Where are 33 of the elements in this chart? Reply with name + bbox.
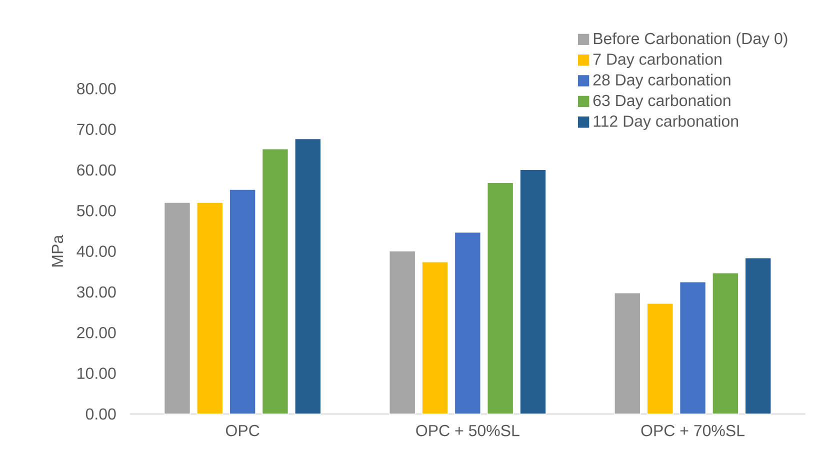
x-tick-label: OPC xyxy=(226,424,260,436)
y-tick-label: 0.00 xyxy=(86,408,116,420)
x-tick-label: OPC + 50%SL xyxy=(416,424,520,436)
y-tick-label: 30.00 xyxy=(76,286,116,298)
bar xyxy=(520,169,546,414)
bar xyxy=(744,257,772,414)
y-tick-label: 50.00 xyxy=(77,205,116,216)
y-tick-label: 10.00 xyxy=(78,368,116,379)
bar xyxy=(229,189,256,414)
y-axis-title: MPa xyxy=(52,234,64,266)
legend-label: Before Carbonation (Day 0) xyxy=(594,32,788,48)
bar xyxy=(262,148,289,414)
y-tick-label: 60.00 xyxy=(77,164,116,176)
y-tick-label: 20.00 xyxy=(77,327,116,338)
legend-label: 28 Day carbonation xyxy=(593,74,730,89)
bar xyxy=(712,272,739,414)
bar xyxy=(422,262,448,414)
bar xyxy=(614,292,641,414)
y-tick-label: 40.00 xyxy=(76,246,116,257)
legend-label: 112 Day carbonation xyxy=(594,115,738,130)
bar xyxy=(164,202,191,414)
bar xyxy=(196,202,224,414)
bar xyxy=(294,138,322,414)
legend-label: 63 Day carbonation xyxy=(593,94,730,110)
bar xyxy=(679,281,706,414)
bar xyxy=(646,302,674,414)
x-tick-label: OPC + 70%SL xyxy=(641,424,744,436)
y-tick-label: 70.00 xyxy=(77,124,116,135)
bar xyxy=(388,250,416,414)
bar xyxy=(486,182,514,414)
bar xyxy=(454,232,482,414)
legend-label: 7 Day carbonation xyxy=(593,53,722,68)
y-tick-label: 80.00 xyxy=(77,83,116,94)
